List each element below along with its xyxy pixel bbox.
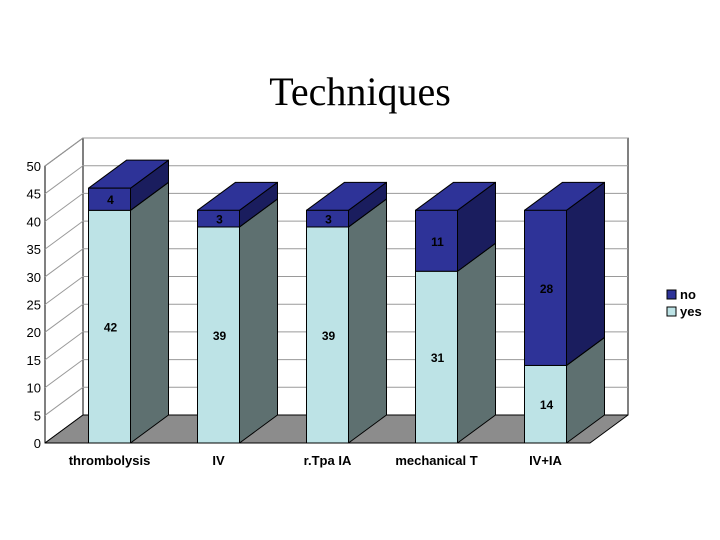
data-label: 31 (431, 351, 445, 365)
bar-segment (524, 209, 567, 366)
y-tick-label: 40 (27, 214, 41, 229)
bar-segment (524, 364, 567, 444)
gridline (44, 165, 628, 195)
x-tick-label: mechanical T (395, 453, 477, 468)
data-label: 39 (213, 329, 227, 343)
bar-segment (88, 187, 131, 211)
y-tick-label: 25 (27, 298, 41, 313)
data-label: 4 (107, 193, 114, 207)
bar-side (239, 198, 278, 444)
y-tick-label: 20 (27, 325, 41, 340)
x-tick-label: IV (212, 453, 225, 468)
legend-label: no (680, 287, 696, 302)
y-tick-label: 15 (27, 353, 41, 368)
bar-side (348, 198, 387, 444)
y-tick-label: 45 (27, 187, 41, 202)
bar-segment (197, 209, 240, 228)
bar-side (457, 242, 496, 444)
data-label: 28 (540, 282, 554, 296)
bar-segment (306, 209, 349, 228)
x-tick-label: r.Tpa IA (304, 453, 352, 468)
legend-swatch (666, 306, 677, 317)
bar-side (566, 181, 605, 366)
bar-segment (415, 209, 458, 272)
bar-segment (306, 226, 349, 444)
data-label: 11 (431, 235, 444, 249)
bar-segment (197, 226, 240, 444)
legend-label: yes (680, 304, 702, 319)
y-tick-label: 0 (34, 436, 41, 451)
data-label: 3 (216, 213, 223, 227)
data-label: 14 (540, 398, 554, 412)
gridline (44, 137, 628, 167)
x-tick-label: thrombolysis (69, 453, 151, 468)
y-tick-label: 10 (27, 381, 41, 396)
bar-segment (415, 270, 458, 444)
data-label: 3 (325, 213, 332, 227)
bar-side (130, 181, 169, 444)
y-tick-label: 35 (27, 242, 41, 257)
data-label: 39 (322, 329, 336, 343)
y-tick-label: 30 (27, 270, 41, 285)
x-tick-label: IV+IA (529, 453, 562, 468)
legend-swatch (666, 289, 677, 300)
data-label: 42 (104, 321, 118, 335)
y-tick-label: 5 (34, 408, 41, 423)
chart-title: Techniques (269, 69, 451, 114)
bar-segment (88, 209, 131, 444)
y-tick-label: 50 (27, 159, 41, 174)
